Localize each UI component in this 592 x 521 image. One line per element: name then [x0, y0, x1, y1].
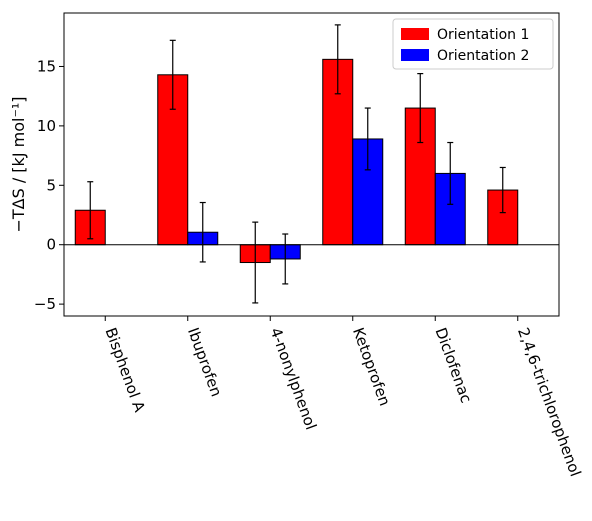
errorbar-1-3 [334, 24, 341, 95]
y-axis-label: −TΔS / [kJ mol⁻¹] [9, 96, 28, 232]
bars-layer [74, 58, 519, 264]
errorbar-1-2 [252, 221, 259, 304]
x-tick-label: Diclofenac [431, 325, 475, 405]
y-tick-label: 15 [37, 57, 56, 75]
legend-box [392, 18, 554, 70]
legend-label-2: Orientation 2 [437, 48, 529, 64]
x-tick-label: Ibuprofen [184, 325, 226, 399]
errorbar-1-0 [87, 181, 94, 240]
errorbar-1-4 [417, 72, 424, 144]
y-tick-label: 0 [46, 236, 56, 254]
legend-swatch-2 [401, 49, 429, 61]
errorbar-1-1 [169, 39, 176, 110]
y-tick-label: −5 [34, 295, 56, 313]
errorbar-2-1 [199, 201, 206, 263]
errorbar-2-4 [447, 141, 454, 205]
errorbars-layer [87, 24, 506, 304]
x-tick-label: 2,4,6-trichlorophenol [514, 325, 585, 479]
x-tick-label: Bisphenol A [101, 325, 148, 415]
x-tick-label: Ketoprofen [349, 325, 394, 408]
y-axis-ticks: −5 0 5 10 15 [34, 57, 64, 313]
plot-frame [63, 12, 560, 317]
errorbar-2-3 [364, 107, 371, 171]
x-axis-ticks: Bisphenol A Ibuprofen 4-nonylphenol Ketopro… [101, 316, 585, 479]
errorbar-2-2 [282, 233, 289, 285]
x-tick-label: 4-nonylphenol [266, 325, 320, 432]
errorbar-1-5 [499, 166, 506, 214]
legend-label-1: Orientation 1 [437, 27, 529, 43]
legend: Orientation 1 Orientation 2 [392, 18, 554, 70]
legend-swatch-1 [401, 28, 429, 40]
y-tick-label: 5 [46, 176, 56, 194]
y-tick-label: 10 [37, 117, 56, 135]
